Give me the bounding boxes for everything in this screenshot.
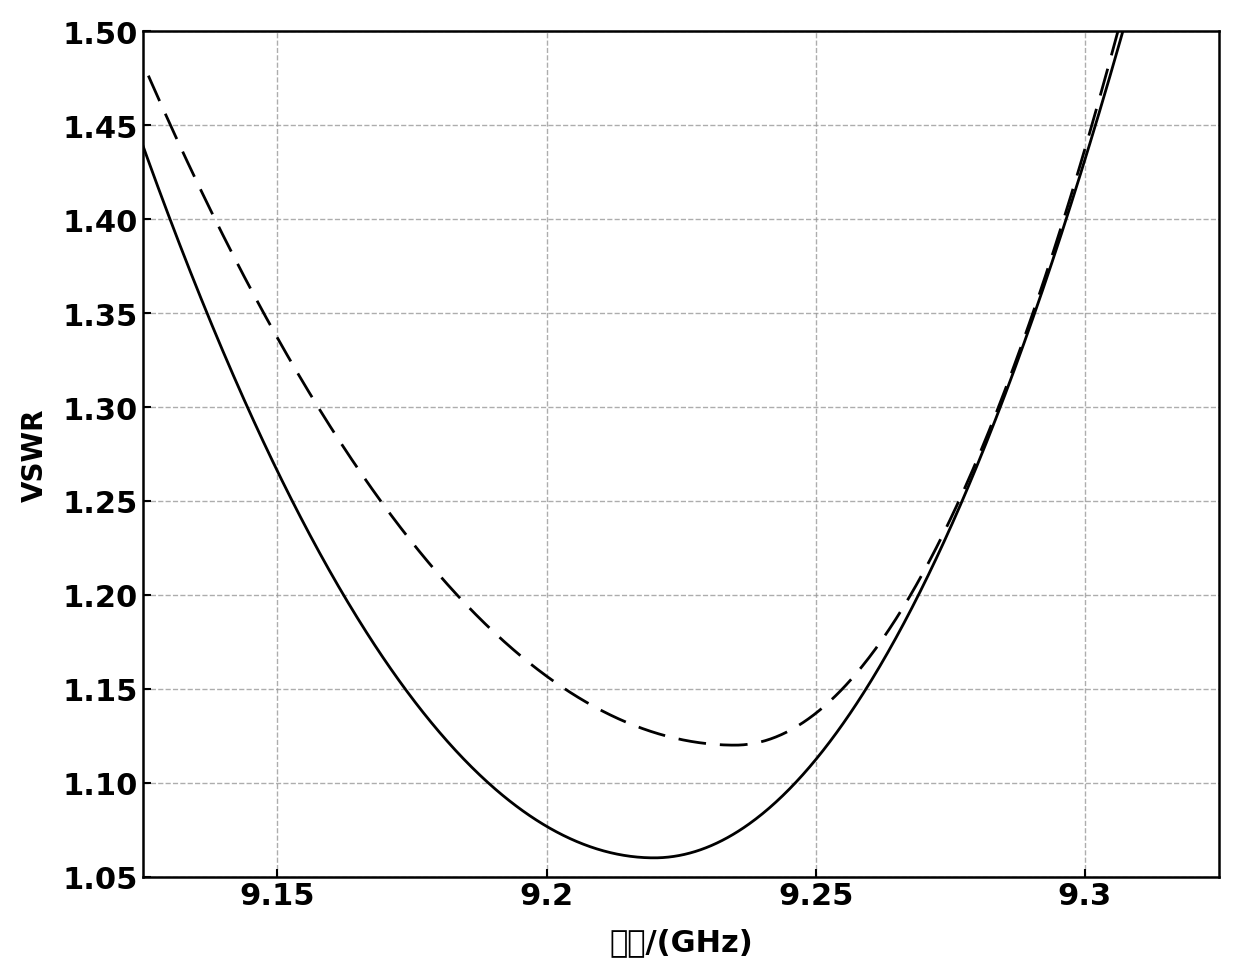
Y-axis label: VSWR: VSWR [21, 407, 48, 501]
X-axis label: 频率/(GHz): 频率/(GHz) [609, 927, 753, 956]
